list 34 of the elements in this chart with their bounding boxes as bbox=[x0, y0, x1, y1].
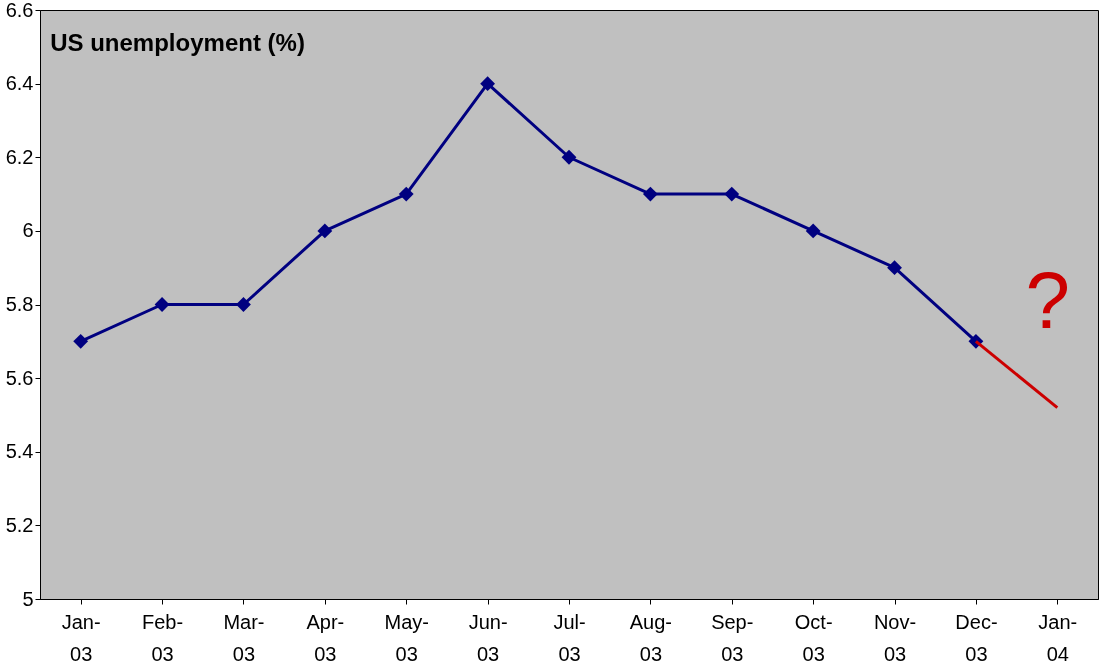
point bbox=[887, 260, 902, 276]
x-tick-label: Oct-03 bbox=[794, 610, 833, 665]
x-tick-label: Nov-03 bbox=[873, 610, 917, 665]
x-tick-label: Jun-03 bbox=[468, 610, 508, 665]
text: US unemployment (%) bbox=[50, 29, 305, 56]
point bbox=[805, 223, 821, 239]
x-tick-label: Jul-03 bbox=[553, 610, 586, 665]
y-tick-label: 5 bbox=[22, 587, 34, 610]
annotation: ? bbox=[1025, 256, 1070, 345]
point bbox=[724, 186, 740, 202]
y-tick-label: 6 bbox=[22, 219, 34, 242]
point bbox=[317, 223, 333, 239]
point bbox=[73, 333, 89, 349]
y-tick-label: 5.2 bbox=[5, 513, 34, 536]
x-tick-label: Jan-04 bbox=[1038, 610, 1078, 665]
x-tick-label: May-03 bbox=[384, 610, 429, 665]
point bbox=[642, 186, 658, 202]
x-tick-label: Sep-03 bbox=[711, 610, 754, 665]
x-tick-label: Aug-03 bbox=[629, 610, 673, 665]
y-tick-label: 6.2 bbox=[5, 145, 34, 168]
y-tick-label: 6.6 bbox=[5, 0, 34, 21]
y-tick-label: 5.6 bbox=[5, 366, 34, 389]
x-tick-label: Feb-03 bbox=[142, 610, 184, 665]
x-tick-label: Mar-03 bbox=[223, 610, 265, 665]
point bbox=[480, 76, 496, 92]
point bbox=[398, 186, 414, 202]
x-tick-label: Jan-03 bbox=[61, 610, 101, 665]
y-tick-label: 5.8 bbox=[5, 293, 34, 315]
point bbox=[236, 297, 251, 312]
point bbox=[561, 149, 577, 165]
x-tick-label: Dec-03 bbox=[955, 610, 998, 665]
y-tick-label: 5.4 bbox=[5, 440, 34, 463]
x-tick-label: Apr-03 bbox=[306, 610, 345, 665]
y-tick-label: 6.4 bbox=[5, 72, 34, 95]
